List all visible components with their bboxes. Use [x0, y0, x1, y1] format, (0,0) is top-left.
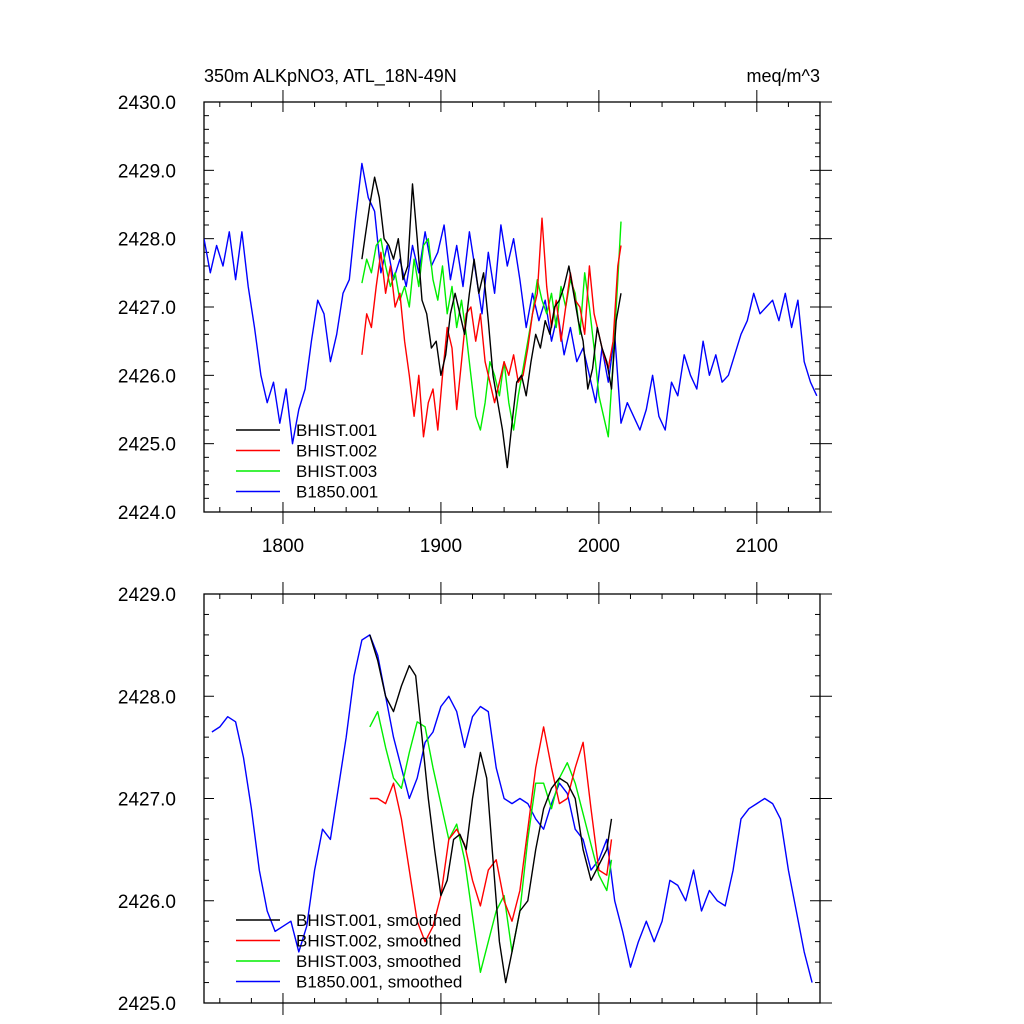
y-tick-label: 2428.0 [118, 230, 176, 251]
series-line-bhist-001 [361, 176, 622, 469]
y-tick-label: 2427.0 [118, 298, 176, 319]
series-line-bhist-002-smoothed [369, 726, 613, 943]
legend-label: BHIST.001 [296, 421, 377, 440]
series-lines [204, 162, 818, 469]
y-tick-label: 2425.0 [118, 435, 176, 456]
y-tick-label: 2426.0 [118, 892, 176, 913]
legend: BHIST.001, smoothed BHIST.002, smoothedBH… [236, 911, 462, 992]
legend-label: BHIST.002 [296, 442, 377, 461]
series-line-bhist-001-smoothed [369, 634, 613, 984]
chart-top: 350m ALKpNO3, ATL_18N-49N meq/m^3 1800 19… [118, 66, 832, 557]
series-lines [211, 634, 813, 984]
series-line-bhist-003-smoothed [369, 710, 613, 973]
x-tick-label: 2000 [578, 536, 620, 557]
legend-label: BHIST.003, smoothed [296, 952, 461, 971]
x-tick-label: 1800 [262, 536, 304, 557]
series-line-b1850-001 [204, 162, 818, 445]
y-tick-label: 2428.0 [118, 687, 176, 708]
y-tick-label: 2425.0 [118, 994, 176, 1015]
y-tick-label: 2427.0 [118, 790, 176, 811]
legend-label: BHIST.001, smoothed [296, 911, 461, 930]
x-tick-label: 2100 [736, 536, 778, 557]
y-tick-label: 2430.0 [118, 93, 176, 114]
legend-label: BHIST.003 [296, 462, 377, 481]
plot-area-top: 1800 1900 2000 2100 2424.0 2425.0 2426.0 2427.0… [118, 90, 832, 557]
y-tick-label: 2426.0 [118, 366, 176, 387]
legend-label: B1850.001, smoothed [296, 973, 462, 992]
chart-units: meq/m^3 [747, 66, 820, 86]
y-tick-label: 2424.0 [118, 503, 176, 524]
series-line-b1850-001-smoothed [211, 634, 813, 983]
x-tick-label: 1900 [420, 536, 462, 557]
plot-area-bottom: 2425.0 2426.0 2427.0 2428.0 2429.0 BHIST.001,… [118, 582, 832, 1015]
y-tick-label: 2429.0 [118, 585, 176, 606]
series-line-bhist-002 [361, 217, 622, 438]
y-tick-label: 2429.0 [118, 161, 176, 182]
legend-label: BHIST.002, smoothed [296, 932, 461, 951]
chart-bottom: 2425.0 2426.0 2427.0 2428.0 2429.0 BHIST.001,… [118, 582, 832, 1015]
chart-title: 350m ALKpNO3, ATL_18N-49N [204, 66, 457, 87]
legend-label: B1850.001 [296, 483, 378, 502]
